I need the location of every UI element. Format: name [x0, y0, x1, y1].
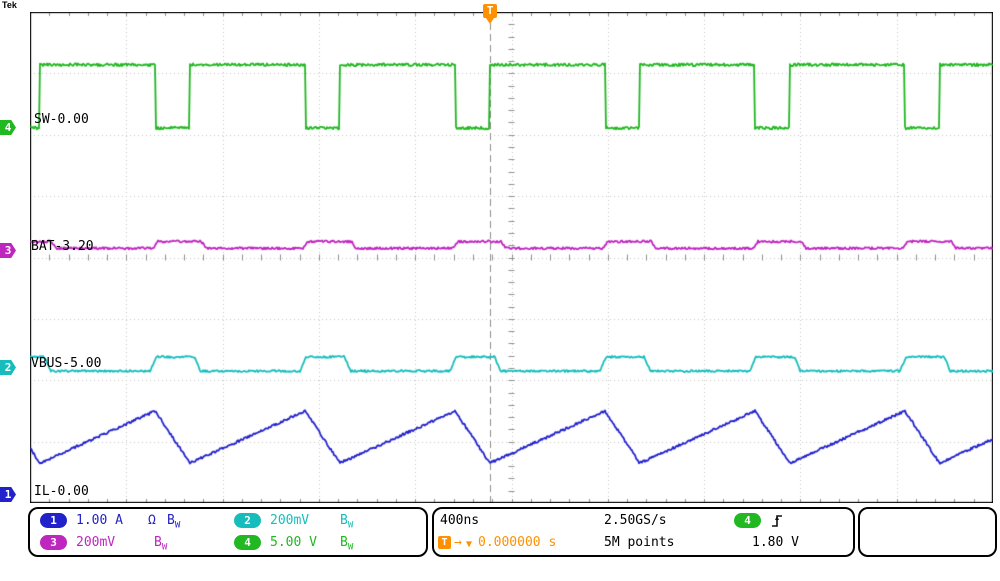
waveform-display: SW-0.00 BAT-3.20 VBUS-5.00 IL-0.00 [30, 12, 993, 503]
trigger-time-icon: T [438, 536, 451, 549]
trigger-row: T → ▼ 0.000000 s 5M points 1.80 V [434, 535, 853, 557]
ch2-scale-readout: 200mV [270, 513, 310, 528]
trigger-arrow: → [454, 535, 462, 550]
channel-1-position-marker[interactable]: 1 [0, 487, 16, 502]
record-length-readout: 5M points [604, 535, 675, 550]
sample-rate-readout: 2.50GS/s [604, 513, 667, 528]
channel-readouts-panel: 1 1.00 A Ω BW 2 200mV BW 3 200mV BW 4 5.… [28, 507, 428, 557]
ch1-badge: 1 [40, 513, 67, 528]
trigger-time-readout: 0.000000 s [478, 535, 557, 550]
trace-label-bat: BAT-3.20 [31, 239, 94, 254]
channel-4-position-marker[interactable]: 4 [0, 120, 16, 135]
ch4-badge: 4 [234, 535, 261, 550]
ch1-scale-readout: 1.00 A [76, 513, 123, 528]
rising-edge-slope-icon [770, 513, 784, 534]
readout-row-2: 3 200mV BW 4 5.00 V BW [30, 535, 426, 557]
trigger-source-badge: 4 [734, 513, 761, 528]
ch3-bandwidth-indicator: BW [154, 535, 168, 553]
ch2-badge: 2 [234, 513, 261, 528]
trigger-level-readout: 1.80 V [752, 535, 799, 550]
empty-readout-panel [858, 507, 997, 557]
ch3-scale-readout: 200mV [76, 535, 116, 550]
channel-2-position-marker[interactable]: 2 [0, 360, 16, 375]
horizontal-row: 400ns 2.50GS/s 4 [434, 513, 853, 535]
trigger-marker-glyph: ▼ [466, 539, 473, 550]
channel-3-position-marker[interactable]: 3 [0, 243, 16, 258]
ch1-bandwidth-indicator: BW [167, 513, 181, 531]
trigger-position-marker[interactable]: T [483, 4, 497, 18]
ch3-badge: 3 [40, 535, 67, 550]
timebase-readout: 400ns [440, 513, 480, 528]
horizontal-trigger-panel: 400ns 2.50GS/s 4 T → ▼ 0.000000 s 5M poi… [432, 507, 855, 557]
ch4-scale-readout: 5.00 V [270, 535, 317, 550]
waveform-canvas [30, 12, 993, 503]
trace-label-sw: SW-0.00 [34, 112, 89, 127]
trace-label-il: IL-0.00 [34, 484, 89, 499]
trace-label-vbus: VBUS-5.00 [31, 356, 102, 371]
ch4-bandwidth-indicator: BW [340, 535, 354, 553]
brand-label: Tek [2, 0, 17, 8]
trigger-position-marker-stem [486, 18, 494, 24]
ch2-bandwidth-indicator: BW [340, 513, 354, 531]
ch1-coupling-readout: Ω [148, 513, 156, 528]
readout-row-1: 1 1.00 A Ω BW 2 200mV BW [30, 513, 426, 535]
